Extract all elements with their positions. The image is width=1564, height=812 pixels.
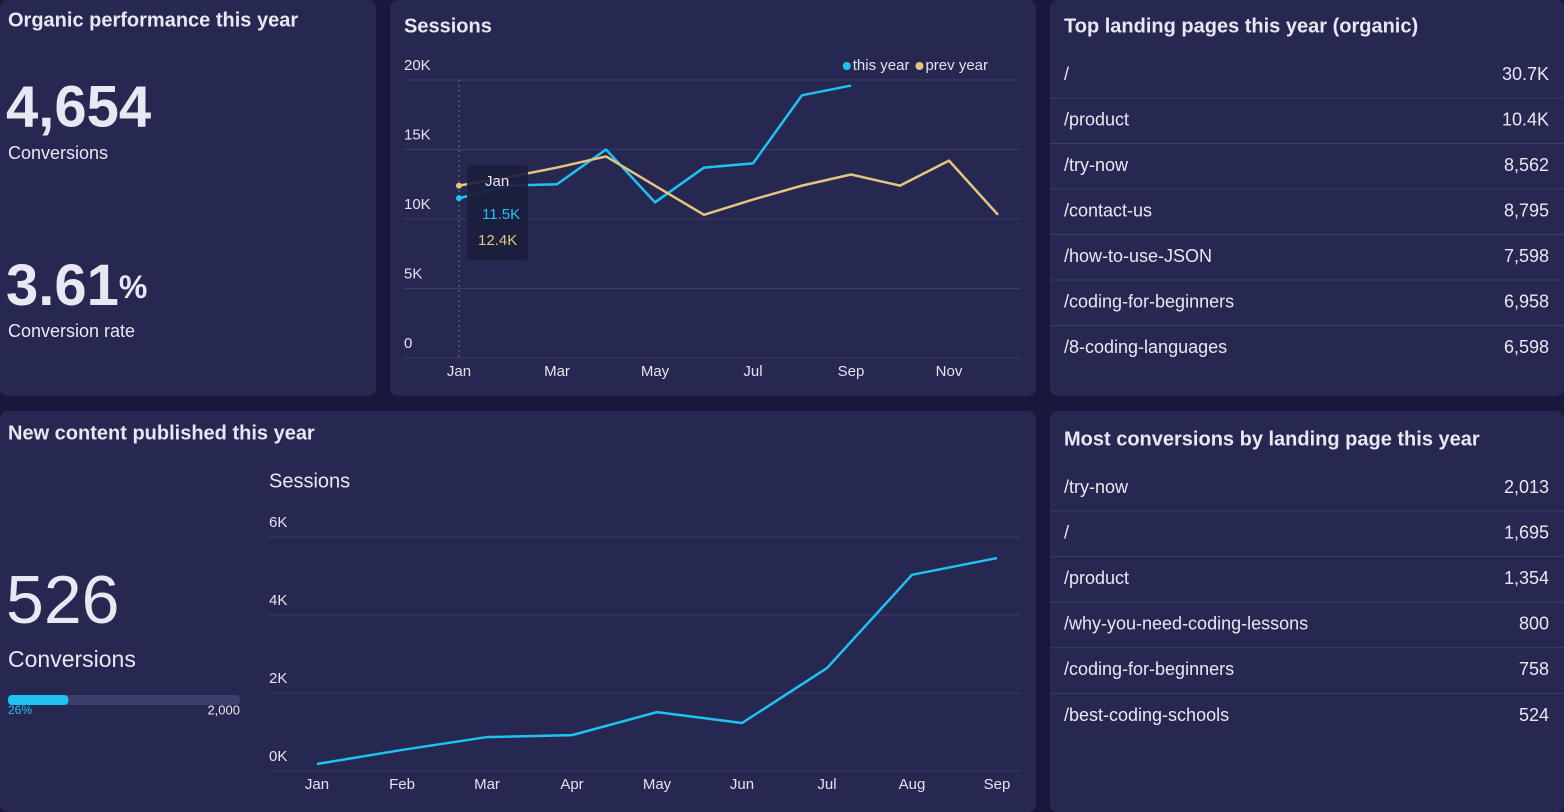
y-tick-label: 2K — [269, 670, 287, 687]
tooltip-title: Jan — [485, 173, 509, 190]
metric-label: Conversion rate — [8, 321, 135, 341]
big-number: 3.61% — [6, 253, 147, 318]
x-tick-label: Sep — [838, 363, 865, 380]
row-label: /contact-us — [1064, 200, 1152, 220]
row-value: 30.7K — [1502, 64, 1549, 84]
line-series — [458, 155, 999, 217]
metric-label: Conversions — [8, 646, 136, 672]
rate-unit: % — [119, 269, 147, 305]
panel — [1050, 411, 1564, 812]
line-series — [316, 556, 998, 766]
row-label: /how-to-use-JSON — [1064, 246, 1212, 266]
panel-title: New content published this year — [8, 422, 315, 444]
x-tick-label: Mar — [544, 363, 570, 380]
x-tick-label: May — [643, 776, 672, 793]
y-tick-label: 0K — [269, 748, 287, 765]
x-tick-label: Aug — [899, 776, 926, 793]
row-label: /try-now — [1064, 155, 1129, 175]
progress-fill — [8, 695, 69, 705]
row-label: /8-coding-languages — [1064, 337, 1227, 357]
row-value: 524 — [1519, 705, 1549, 725]
x-tick-label: Feb — [389, 776, 415, 793]
row-label: /coding-for-beginners — [1064, 659, 1234, 679]
y-tick-label: 6K — [269, 514, 287, 531]
row-value: 800 — [1519, 614, 1549, 634]
tooltip-value: 12.4K — [478, 232, 517, 249]
x-tick-label: Jul — [817, 776, 836, 793]
panel — [0, 0, 376, 396]
x-tick-label: Jul — [743, 363, 762, 380]
panel-title: Top landing pages this year (organic) — [1064, 15, 1418, 37]
y-tick-label: 10K — [404, 196, 431, 213]
hover-point — [456, 195, 462, 202]
row-value: 7,598 — [1504, 246, 1549, 266]
x-tick-label: Sep — [984, 776, 1011, 793]
row-label: /try-now — [1064, 477, 1129, 497]
x-tick-label: Apr — [560, 776, 583, 793]
legend-label: this year — [853, 57, 910, 74]
y-tick-label: 20K — [404, 57, 431, 74]
big-number: 4,654 — [6, 74, 151, 139]
row-label: / — [1064, 64, 1069, 84]
rate-value: 3.61 — [6, 253, 119, 318]
x-tick-label: Jun — [730, 776, 754, 793]
row-value: 758 — [1519, 659, 1549, 679]
panel — [390, 0, 1036, 396]
progress-percent: 26% — [8, 703, 32, 717]
big-number: 526 — [6, 562, 119, 638]
y-tick-label: 15K — [404, 126, 431, 143]
row-value: 1,354 — [1504, 568, 1549, 588]
row-value: 8,562 — [1504, 155, 1549, 175]
progress-target: 2,000 — [207, 702, 240, 717]
row-label: / — [1064, 522, 1069, 542]
tooltip-value: 11.5K — [482, 206, 520, 223]
chart-title: Sessions — [269, 470, 350, 492]
row-label: /product — [1064, 109, 1129, 129]
legend-swatch — [842, 62, 851, 70]
row-label: /why-you-need-coding-lessons — [1064, 614, 1308, 634]
row-value: 6,958 — [1504, 291, 1549, 311]
panel — [1050, 0, 1564, 396]
metric-label: Conversions — [8, 143, 108, 163]
x-tick-label: Nov — [936, 363, 963, 380]
chart-title: Sessions — [404, 15, 492, 37]
y-tick-label: 5K — [404, 265, 422, 282]
row-label: /best-coding-schools — [1064, 705, 1229, 725]
row-value: 8,795 — [1504, 200, 1549, 220]
hover-point — [456, 182, 462, 189]
row-value: 6,598 — [1504, 337, 1549, 357]
row-label: /coding-for-beginners — [1064, 291, 1234, 311]
row-value: 1,695 — [1504, 522, 1549, 542]
row-value: 10.4K — [1502, 109, 1549, 129]
panel-title: Organic performance this year — [8, 9, 298, 31]
tooltip — [467, 165, 528, 260]
panel — [0, 411, 1036, 812]
y-tick-label: 0 — [404, 335, 412, 352]
row-label: /product — [1064, 568, 1129, 588]
legend-swatch — [915, 62, 924, 70]
x-tick-label: Jan — [305, 776, 329, 793]
x-tick-label: May — [641, 363, 670, 380]
panel-title: Most conversions by landing page this ye… — [1064, 428, 1480, 450]
y-tick-label: 4K — [269, 592, 287, 609]
row-value: 2,013 — [1504, 477, 1549, 497]
x-tick-label: Jan — [447, 363, 471, 380]
x-tick-label: Mar — [474, 776, 500, 793]
legend-label: prev year — [925, 57, 988, 74]
